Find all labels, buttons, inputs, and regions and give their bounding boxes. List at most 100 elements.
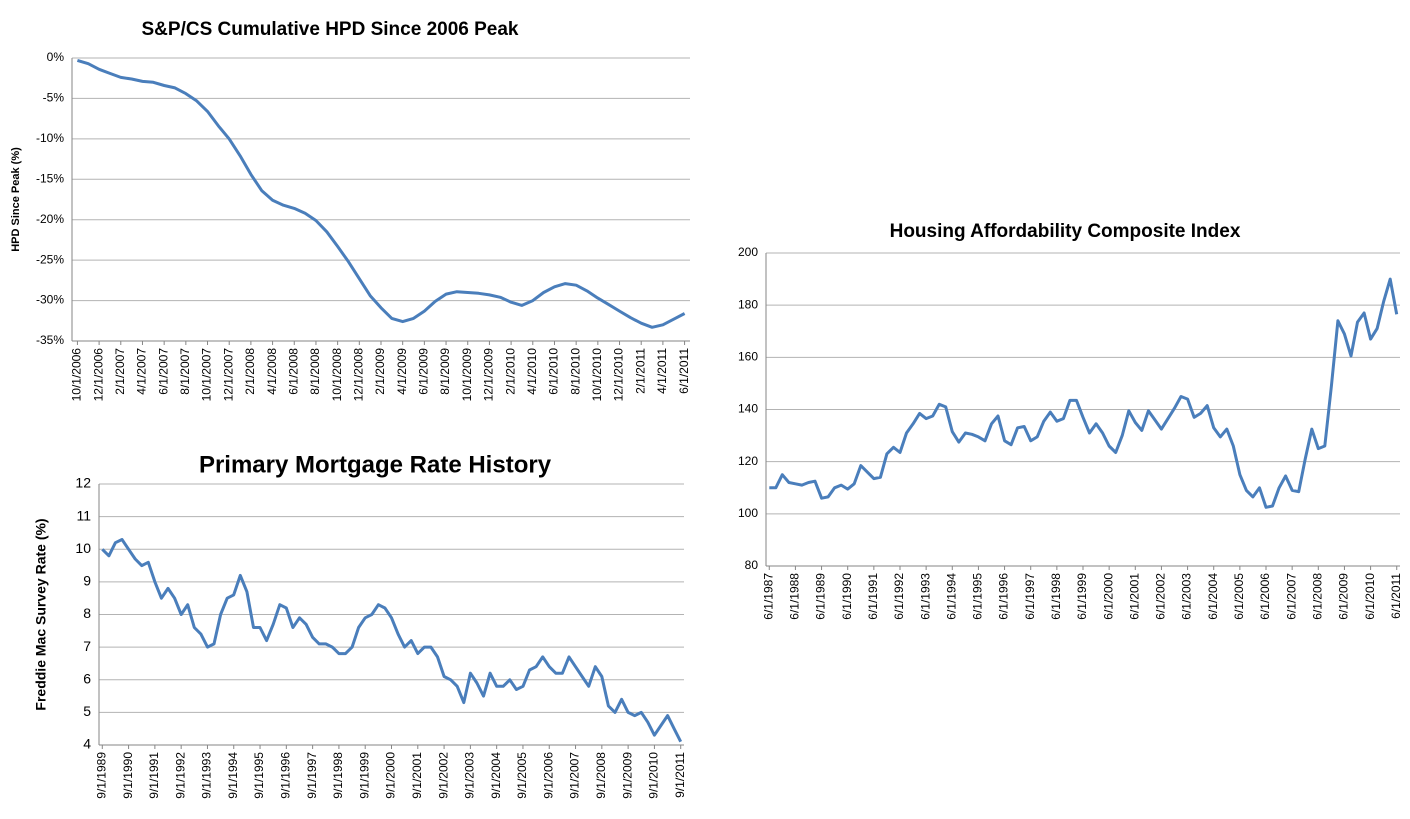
x-tick-label: 9/1/2011: [673, 752, 687, 798]
x-tick-label: 6/1/2007: [156, 348, 170, 395]
x-tick-label: 2/1/2011: [633, 348, 647, 394]
x-tick-label: 4/1/2011: [655, 348, 669, 394]
x-tick-label: 9/1/2001: [410, 752, 424, 799]
x-tick-label: 6/1/2011: [677, 348, 691, 394]
data-line: [101, 538, 683, 743]
y-tick-label: 6: [83, 670, 91, 686]
x-tick-label: 12/1/2006: [91, 348, 105, 402]
x-tick-label: 12/1/2007: [221, 348, 235, 402]
y-tick-label: -30%: [36, 293, 64, 307]
y-tick-label: 160: [738, 350, 758, 364]
y-tick-label: 10: [75, 540, 91, 556]
y-tick-label: 80: [745, 558, 759, 572]
x-tick-label: 9/1/1991: [147, 752, 161, 799]
x-tick-label: 10/1/2008: [330, 348, 344, 402]
x-tick-label: 9/1/1997: [305, 752, 319, 799]
x-tick-label: 9/1/2006: [541, 752, 555, 799]
y-tick-label: -25%: [36, 252, 64, 266]
y-tick-label: 4: [83, 736, 91, 752]
x-tick-label: 9/1/1993: [200, 752, 214, 799]
x-tick-label: 6/1/1987: [761, 573, 775, 620]
chart-title: Housing Affordability Composite Index: [890, 221, 1241, 242]
x-tick-label: 4/1/2010: [525, 348, 539, 395]
y-tick-label: -20%: [36, 212, 64, 226]
y-tick-label: 100: [738, 506, 758, 520]
y-tick-label: 7: [83, 638, 91, 654]
x-tick-label: 9/1/1989: [94, 752, 108, 799]
x-tick-label: 2/1/2007: [113, 348, 127, 395]
x-tick-label: 9/1/1996: [279, 752, 293, 799]
x-tick-label: 9/1/1999: [357, 752, 371, 799]
x-tick-label: 10/1/2007: [200, 348, 214, 402]
x-tick-label: 9/1/2010: [647, 752, 661, 799]
x-tick-label: 9/1/1990: [121, 752, 135, 799]
x-tick-label: 6/1/2011: [1389, 573, 1403, 619]
x-tick-label: 9/1/2008: [594, 752, 608, 799]
y-tick-label: 5: [83, 703, 91, 719]
x-tick-label: 8/1/2009: [438, 348, 452, 395]
x-tick-label: 9/1/2003: [463, 752, 477, 799]
x-tick-label: 6/1/2010: [547, 348, 561, 395]
x-tick-label: 6/1/1998: [1049, 573, 1063, 620]
x-tick-label: 6/1/1993: [918, 573, 932, 620]
x-tick-label: 6/1/1988: [788, 573, 802, 620]
y-tick-label: 120: [738, 454, 758, 468]
y-tick-label: 11: [76, 507, 91, 523]
x-tick-label: 2/1/2008: [243, 348, 257, 395]
x-tick-label: 9/1/2004: [489, 752, 503, 799]
x-tick-label: 6/1/1995: [971, 573, 985, 620]
x-tick-label: 6/1/2008: [1310, 573, 1324, 620]
x-tick-label: 6/1/2009: [1337, 573, 1351, 620]
y-tick-label: -35%: [36, 333, 64, 347]
x-tick-label: 6/1/2004: [1206, 573, 1220, 620]
x-tick-label: 9/1/2009: [620, 752, 634, 799]
x-tick-label: 4/1/2009: [395, 348, 409, 395]
y-axis-label: HPD Since Peak (%): [10, 147, 22, 252]
x-tick-label: 9/1/1992: [173, 752, 187, 799]
x-tick-label: 9/1/1994: [226, 752, 240, 799]
x-tick-label: 2/1/2010: [503, 348, 517, 395]
data-line: [76, 58, 686, 329]
y-tick-label: -10%: [36, 131, 64, 145]
y-tick-label: -5%: [43, 91, 65, 105]
chart-title: Primary Mortgage Rate History: [199, 451, 552, 478]
y-axis-label: Freddie Mac Survey Rate (%): [33, 518, 49, 710]
y-tick-label: 140: [738, 402, 758, 416]
x-tick-label: 9/1/1995: [252, 752, 266, 799]
x-tick-label: 6/1/1999: [1075, 573, 1089, 620]
y-tick-label: 12: [75, 475, 91, 491]
y-tick-label: 0%: [47, 50, 65, 64]
x-tick-label: 6/1/2007: [1284, 573, 1298, 620]
x-tick-label: 4/1/2008: [265, 348, 279, 395]
y-tick-label: 200: [738, 245, 758, 259]
x-tick-label: 4/1/2007: [135, 348, 149, 395]
x-tick-label: 12/1/2009: [482, 348, 496, 402]
x-tick-label: 8/1/2007: [178, 348, 192, 395]
x-tick-label: 10/1/2010: [590, 348, 604, 402]
x-tick-label: 8/1/2010: [568, 348, 582, 395]
x-tick-label: 6/1/2001: [1127, 573, 1141, 620]
x-tick-label: 2/1/2009: [373, 348, 387, 395]
y-tick-label: 180: [738, 297, 758, 311]
x-tick-label: 6/1/2002: [1154, 573, 1168, 620]
chart-title: S&P/CS Cumulative HPD Since 2006 Peak: [142, 19, 519, 40]
x-tick-label: 8/1/2008: [308, 348, 322, 395]
x-tick-label: 6/1/1991: [866, 573, 880, 620]
x-tick-label: 10/1/2006: [70, 348, 84, 402]
x-tick-label: 10/1/2009: [460, 348, 474, 402]
x-tick-label: 6/1/1992: [892, 573, 906, 620]
x-tick-label: 6/1/2005: [1232, 573, 1246, 620]
x-tick-label: 6/1/1990: [840, 573, 854, 620]
x-tick-label: 6/1/2000: [1101, 573, 1115, 620]
y-tick-label: 9: [83, 573, 91, 589]
x-tick-label: 9/1/2005: [515, 752, 529, 799]
y-tick-label: 8: [83, 605, 91, 621]
y-tick-label: -15%: [36, 171, 64, 185]
x-tick-label: 6/1/1994: [944, 573, 958, 620]
x-tick-label: 6/1/2009: [417, 348, 431, 395]
x-tick-label: 6/1/1996: [997, 573, 1011, 620]
x-tick-label: 9/1/2000: [384, 752, 398, 799]
x-tick-label: 12/1/2008: [351, 348, 365, 402]
x-tick-label: 9/1/1998: [331, 752, 345, 799]
